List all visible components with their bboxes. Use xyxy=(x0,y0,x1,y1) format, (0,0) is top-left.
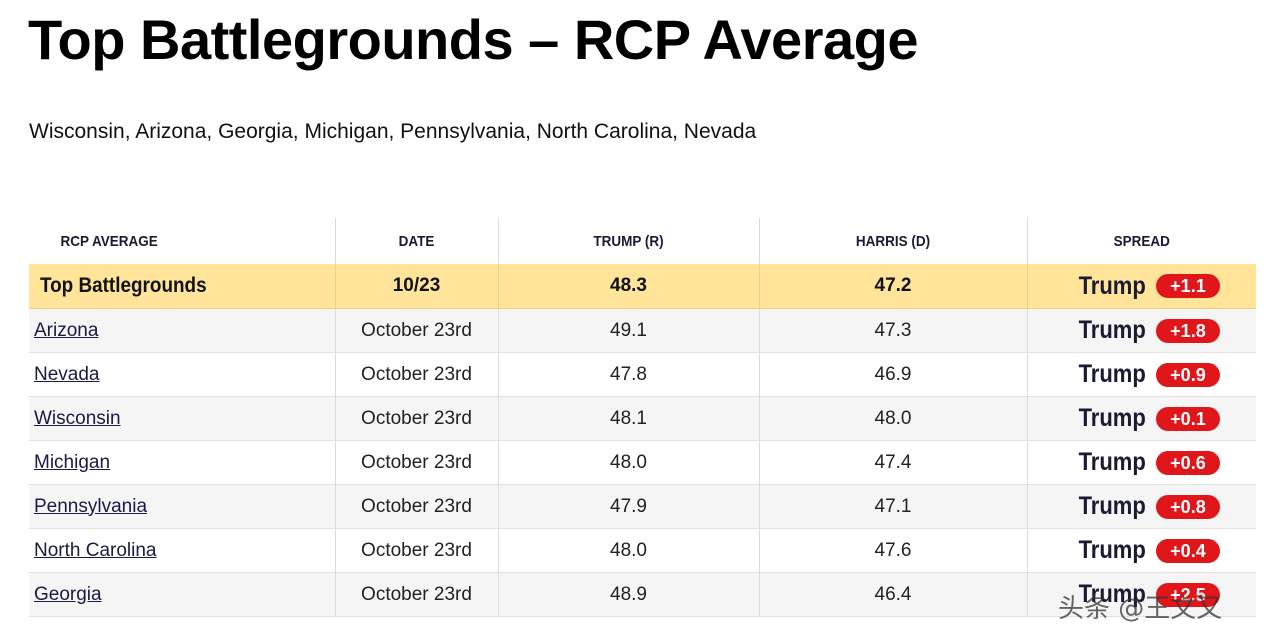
column-header-date[interactable]: DATE xyxy=(342,218,490,264)
summary-trump-value: 48.3 xyxy=(497,264,759,309)
spread-badge: +0.6 xyxy=(1155,450,1220,475)
spread-cell: Trump +0.1 xyxy=(1026,396,1256,441)
state-cell: Wisconsin xyxy=(29,396,335,441)
table-row: Pennsylvania October 23rd 47.9 47.1 Trum… xyxy=(29,484,1256,529)
spread: Trump +0.8 xyxy=(1074,492,1220,521)
table-row: Nevada October 23rd 47.8 46.9 Trump +0.9 xyxy=(29,352,1256,397)
spread-leader: Trump xyxy=(1078,271,1146,300)
spread-leader: Trump xyxy=(1078,492,1146,520)
spread: Trump +0.4 xyxy=(1074,536,1220,565)
spread-leader: Trump xyxy=(1078,536,1146,564)
spread-cell: Trump +0.9 xyxy=(1026,352,1256,397)
harris-value: 47.1 xyxy=(758,484,1027,529)
spread: Trump +0.1 xyxy=(1074,404,1220,433)
spread-badge: +0.8 xyxy=(1155,494,1220,519)
spread-badge: +0.9 xyxy=(1155,362,1220,387)
state-link-pennsylvania[interactable]: Pennsylvania xyxy=(34,495,148,517)
spread: Trump +2.5 xyxy=(1074,580,1220,609)
table-row: Michigan October 23rd 48.0 47.4 Trump +0… xyxy=(29,440,1256,485)
state-link-wisconsin[interactable]: Wisconsin xyxy=(34,407,121,429)
trump-value: 47.9 xyxy=(497,484,759,529)
trump-value: 48.9 xyxy=(497,572,759,617)
spread-cell: Trump +2.5 xyxy=(1026,572,1256,617)
date-cell: October 23rd xyxy=(334,308,498,353)
spread-leader: Trump xyxy=(1078,580,1146,608)
spread-leader: Trump xyxy=(1078,316,1146,344)
column-header-rcp-average[interactable]: RCP AVERAGE xyxy=(60,232,158,250)
summary-spread-cell: Trump +1.1 xyxy=(1026,264,1256,309)
date-cell: October 23rd xyxy=(334,396,498,441)
table-header-row: RCP AVERAGE DATE TRUMP (R) HARRIS (D) SP… xyxy=(29,218,1256,264)
trump-value: 48.1 xyxy=(497,396,759,441)
table-row: Wisconsin October 23rd 48.1 48.0 Trump +… xyxy=(29,396,1256,441)
spread-leader: Trump xyxy=(1078,360,1146,388)
spread: Trump +1.1 xyxy=(1074,272,1220,301)
harris-value: 47.6 xyxy=(758,528,1027,573)
table-row: Arizona October 23rd 49.1 47.3 Trump +1.… xyxy=(29,308,1256,353)
state-cell: Arizona xyxy=(29,308,335,353)
column-header-trump[interactable]: TRUMP (R) xyxy=(510,218,746,264)
spread-leader: Trump xyxy=(1078,404,1146,432)
state-link-north-carolina[interactable]: North Carolina xyxy=(34,539,157,561)
state-cell: Nevada xyxy=(29,352,335,397)
summary-row: Top Battlegrounds 10/23 48.3 47.2 Trump … xyxy=(29,264,1256,309)
spread-cell: Trump +0.8 xyxy=(1026,484,1256,529)
trump-value: 48.0 xyxy=(497,440,759,485)
summary-harris-value: 47.2 xyxy=(758,264,1027,309)
harris-value: 48.0 xyxy=(758,396,1027,441)
state-cell: Michigan xyxy=(29,440,335,485)
spread-badge: +0.4 xyxy=(1155,538,1220,563)
spread-badge: +0.1 xyxy=(1155,406,1220,431)
spread-cell: Trump +0.6 xyxy=(1026,440,1256,485)
state-link-georgia[interactable]: Georgia xyxy=(34,583,102,605)
trump-value: 48.0 xyxy=(497,528,759,573)
harris-value: 46.4 xyxy=(758,572,1027,617)
spread-cell: Trump +1.8 xyxy=(1026,308,1256,353)
rcp-average-table: RCP AVERAGE DATE TRUMP (R) HARRIS (D) SP… xyxy=(29,218,1256,617)
spread: Trump +1.8 xyxy=(1074,316,1220,345)
harris-value: 46.9 xyxy=(758,352,1027,397)
date-cell: October 23rd xyxy=(334,440,498,485)
watermark: 头条 @王文又 xyxy=(1058,594,1223,624)
spread: Trump +0.9 xyxy=(1074,360,1220,389)
state-link-nevada[interactable]: Nevada xyxy=(34,363,100,385)
page-subtitle: Wisconsin, Arizona, Georgia, Michigan, P… xyxy=(29,120,757,143)
page-title: Top Battlegrounds – RCP Average xyxy=(28,8,919,71)
state-link-arizona[interactable]: Arizona xyxy=(34,319,99,341)
spread-badge: +1.8 xyxy=(1155,318,1220,343)
table-row: North Carolina October 23rd 48.0 47.6 Tr… xyxy=(29,528,1256,573)
column-header-spread[interactable]: SPREAD xyxy=(1037,218,1245,264)
harris-value: 47.3 xyxy=(758,308,1027,353)
date-cell: October 23rd xyxy=(334,528,498,573)
date-cell: October 23rd xyxy=(334,484,498,529)
harris-value: 47.4 xyxy=(758,440,1027,485)
summary-name-cell: Top Battlegrounds xyxy=(29,264,335,309)
summary-date: 10/23 xyxy=(334,264,498,309)
column-header-harris[interactable]: HARRIS (D) xyxy=(771,218,1014,264)
spread-leader: Trump xyxy=(1078,448,1146,476)
date-cell: October 23rd xyxy=(334,352,498,397)
trump-value: 47.8 xyxy=(497,352,759,397)
summary-name: Top Battlegrounds xyxy=(40,274,207,297)
date-cell: October 23rd xyxy=(334,572,498,617)
state-link-michigan[interactable]: Michigan xyxy=(34,451,111,473)
state-cell: Pennsylvania xyxy=(29,484,335,529)
state-cell: North Carolina xyxy=(29,528,335,573)
spread-badge: +1.1 xyxy=(1155,274,1220,298)
spread-cell: Trump +0.4 xyxy=(1026,528,1256,573)
spread-badge: +2.5 xyxy=(1155,582,1220,607)
state-cell: Georgia xyxy=(29,572,335,617)
table-row: Georgia October 23rd 48.9 46.4 Trump +2.… xyxy=(29,572,1256,617)
spread: Trump +0.6 xyxy=(1074,448,1220,477)
trump-value: 49.1 xyxy=(497,308,759,353)
